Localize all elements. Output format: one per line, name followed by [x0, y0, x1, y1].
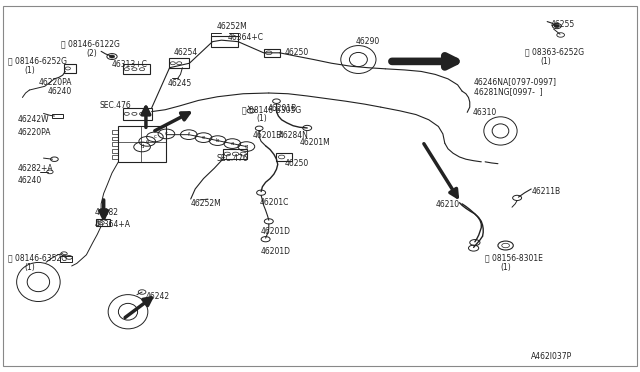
Text: 46201B: 46201B [268, 104, 297, 113]
Text: c: c [154, 134, 156, 140]
Text: (1): (1) [24, 263, 35, 272]
Text: (1): (1) [24, 66, 35, 75]
Text: 46242W: 46242W [18, 115, 49, 124]
Text: 46240: 46240 [18, 176, 42, 185]
Text: 46220PA: 46220PA [38, 78, 72, 87]
Text: Ⓑ 08156-8301E: Ⓑ 08156-8301E [485, 254, 543, 263]
Text: e: e [202, 135, 205, 140]
Text: 46284N: 46284N [278, 131, 308, 140]
Circle shape [554, 25, 559, 28]
Text: d: d [140, 144, 144, 150]
Text: Ⓑ 08146-6252G: Ⓑ 08146-6252G [8, 57, 67, 65]
Text: (1): (1) [256, 114, 267, 123]
Text: c: c [165, 131, 168, 137]
Text: Ⓑ 08146-6305G: Ⓑ 08146-6305G [242, 105, 301, 114]
Text: 46254: 46254 [174, 48, 198, 57]
Text: (2): (2) [86, 49, 97, 58]
Text: 46201C: 46201C [259, 198, 289, 207]
Text: Ⓢ 08363-6252G: Ⓢ 08363-6252G [525, 48, 584, 57]
Text: b: b [216, 138, 220, 143]
Text: 46310: 46310 [472, 108, 497, 117]
Text: 46201B: 46201B [253, 131, 282, 140]
Text: SEC.476: SEC.476 [216, 154, 248, 163]
Text: (1): (1) [541, 57, 552, 66]
Text: A462I037P: A462I037P [531, 352, 572, 360]
Text: 46282+A: 46282+A [18, 164, 54, 173]
Text: 46250: 46250 [285, 159, 309, 168]
Text: 46246NA[0797-0997]: 46246NA[0797-0997] [474, 77, 557, 86]
Text: 46201D: 46201D [261, 227, 291, 236]
Text: 46282: 46282 [95, 208, 119, 217]
Text: 46201D: 46201D [261, 247, 291, 256]
Text: 46240: 46240 [48, 87, 72, 96]
Text: 46252M: 46252M [191, 199, 221, 208]
Text: f: f [188, 132, 190, 137]
Text: (1): (1) [500, 263, 511, 272]
Text: 46290: 46290 [355, 37, 380, 46]
Text: 46313+C: 46313+C [112, 60, 148, 69]
Text: 46252M: 46252M [216, 22, 247, 31]
Text: g: g [244, 144, 248, 149]
Text: 46210: 46210 [435, 200, 460, 209]
Text: 46364+A: 46364+A [95, 220, 131, 229]
Text: Ⓑ 08146-6352G: Ⓑ 08146-6352G [8, 254, 67, 263]
Text: 46242: 46242 [146, 292, 170, 301]
Circle shape [109, 55, 115, 58]
Text: 46255: 46255 [550, 20, 575, 29]
Text: SEC.476: SEC.476 [99, 101, 131, 110]
Text: a: a [230, 141, 234, 146]
Text: 46281NG[0997-  ]: 46281NG[0997- ] [474, 87, 542, 96]
Text: e: e [145, 139, 149, 144]
Text: Ⓑ 08146-6122G: Ⓑ 08146-6122G [61, 39, 120, 48]
Text: 46220PA: 46220PA [18, 128, 51, 137]
Text: 46364+C: 46364+C [227, 33, 263, 42]
Text: 46211B: 46211B [531, 187, 561, 196]
Text: 46245: 46245 [168, 79, 192, 88]
Text: 46201M: 46201M [300, 138, 330, 147]
Text: 46250: 46250 [285, 48, 309, 57]
